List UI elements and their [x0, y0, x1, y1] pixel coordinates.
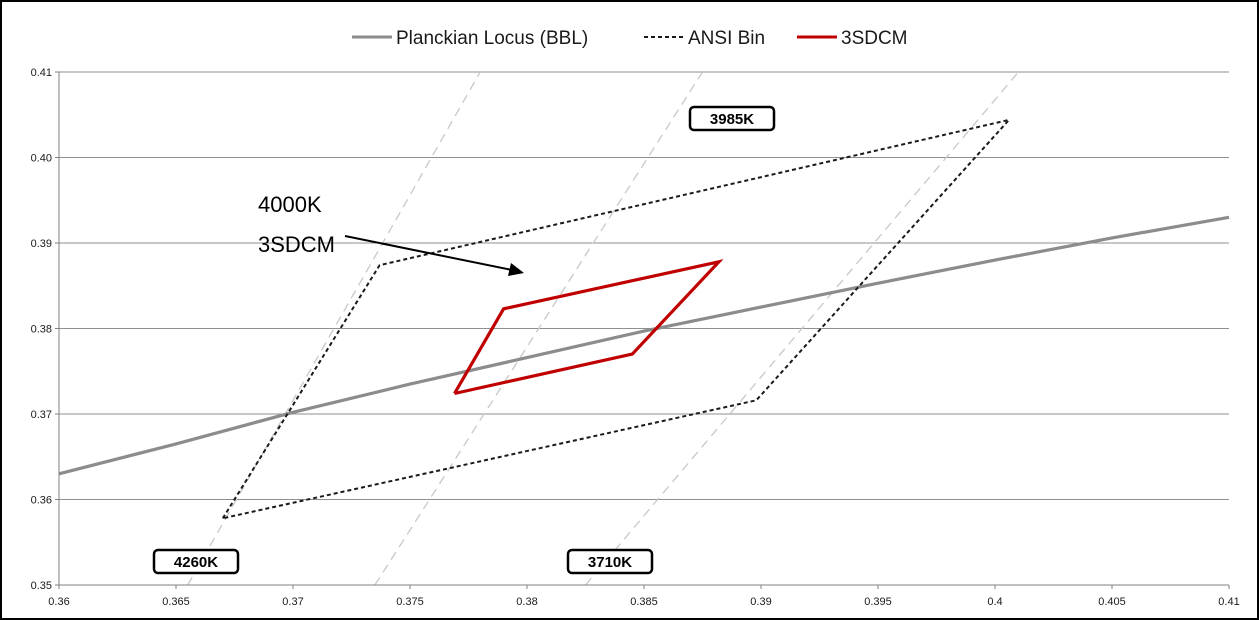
y-tick-label: 0.41: [31, 67, 52, 79]
sdcm-series-line: [453, 259, 724, 396]
annotation: 4000K 3SDCM: [258, 192, 524, 276]
cct-label-box: [152, 548, 240, 575]
annotation-line-1: 4000K: [258, 192, 322, 217]
cct-label-box: [688, 105, 776, 132]
isotherm-3985k: [374, 71, 704, 586]
isotherm-4260k: [187, 71, 481, 586]
legend-label-3sdcm: 3SDCM: [841, 28, 908, 49]
y-tick-label: 0.38: [31, 324, 52, 336]
plot-area: 0.35 0.36 0.37 0.38 0.39 0.40 0.41 0.36 0.365 0.3…: [31, 67, 1240, 608]
x-tick-label: 0.41: [1218, 596, 1239, 608]
y-tick-label: 0.35: [31, 580, 52, 592]
legend: Planckian Locus (BBL) ANSI Bin 3SDCM: [352, 28, 908, 49]
x-tick-label: 0.395: [864, 596, 892, 608]
grid-lines: [59, 71, 1229, 500]
cct-label-box: [566, 548, 654, 575]
y-tick-label: 0.40: [31, 153, 52, 165]
axes: 0.35 0.36 0.37 0.38 0.39 0.40 0.41 0.36 0.365 0.3…: [31, 67, 1240, 608]
x-tick-label: 0.39: [750, 596, 771, 608]
x-tick-label: 0.37: [282, 596, 303, 608]
cct-label-3985k: 3985K: [688, 105, 776, 132]
y-tick-label: 0.37: [31, 409, 52, 421]
ansi-bin-series-line: [221, 118, 1012, 520]
x-tick-label: 0.405: [1098, 596, 1126, 608]
bbl-series-line: [58, 215, 1230, 476]
y-tick-label: 0.36: [31, 495, 52, 507]
legend-label-ansi: ANSI Bin: [688, 28, 765, 49]
isotherm-3710k: [585, 71, 1019, 586]
series-lines: [58, 118, 1230, 520]
cct-label-text: 3985K: [710, 111, 754, 128]
annotation-line-2: 3SDCM: [258, 232, 335, 257]
annotation-arrowhead: [508, 263, 524, 276]
isotherm-lines: [187, 71, 1019, 586]
x-tick-label: 0.38: [516, 596, 537, 608]
x-tick-label: 0.4: [987, 596, 1002, 608]
x-tick-label: 0.365: [162, 596, 190, 608]
x-tick-label: 0.36: [48, 596, 69, 608]
cct-label-text: 4260K: [174, 554, 218, 571]
x-tick-label: 0.385: [630, 596, 658, 608]
legend-label-bbl: Planckian Locus (BBL): [396, 28, 588, 49]
cct-label-4260k: 4260K: [152, 548, 240, 575]
annotation-arrow-shaft: [344, 235, 513, 271]
y-tick-label: 0.39: [31, 238, 52, 250]
x-tick-label: 0.375: [396, 596, 424, 608]
cct-label-3710k: 3710K: [566, 548, 654, 575]
cct-label-text: 3710K: [588, 554, 632, 571]
